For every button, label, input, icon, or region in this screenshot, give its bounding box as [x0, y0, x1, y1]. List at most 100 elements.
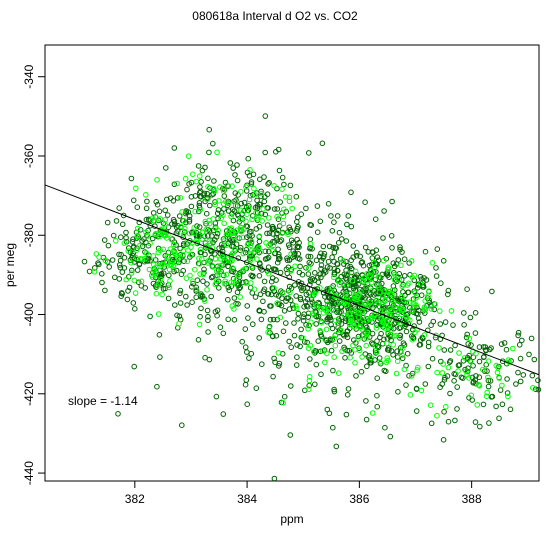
data-point [294, 219, 300, 225]
data-point [390, 260, 397, 267]
data-point [159, 261, 165, 268]
data-point [358, 260, 365, 266]
data-point [216, 270, 223, 276]
data-point [227, 160, 234, 166]
data-point [297, 296, 304, 303]
data-point [520, 372, 527, 378]
data-point [197, 173, 203, 179]
data-point [267, 316, 274, 323]
data-point [460, 375, 466, 381]
data-point [484, 389, 491, 396]
data-point [473, 373, 479, 379]
data-point [160, 246, 166, 253]
data-point [176, 313, 183, 320]
data-point [340, 331, 346, 338]
data-point [363, 342, 370, 349]
data-point [440, 361, 447, 367]
data-point [130, 197, 137, 204]
data-point [499, 382, 505, 389]
data-point [309, 299, 316, 306]
data-point [319, 140, 326, 147]
data-point [242, 344, 249, 351]
data-point [273, 333, 280, 339]
data-point [368, 268, 375, 274]
data-point [428, 322, 434, 329]
data-point [217, 256, 224, 262]
data-point [245, 315, 251, 321]
data-point [440, 437, 447, 443]
data-point [200, 271, 207, 278]
data-point [148, 272, 155, 279]
data-point [488, 345, 494, 351]
data-point [357, 300, 364, 306]
data-point [330, 424, 336, 431]
data-point [235, 192, 241, 198]
data-point [204, 287, 210, 293]
data-point [276, 301, 283, 307]
data-point [293, 193, 300, 200]
data-point [172, 250, 178, 256]
data-point [220, 188, 227, 194]
data-point [250, 273, 256, 279]
data-point [189, 284, 195, 290]
data-point [125, 248, 132, 254]
data-point [220, 330, 227, 337]
data-point [215, 207, 222, 213]
data-point [405, 289, 412, 296]
data-point [230, 230, 236, 237]
data-point [202, 164, 208, 171]
data-point [165, 295, 172, 302]
data-point [409, 307, 415, 314]
data-point [331, 388, 338, 395]
data-point [204, 281, 210, 287]
data-point [260, 298, 266, 305]
data-point [205, 329, 211, 335]
data-point [221, 258, 228, 265]
data-point [243, 184, 249, 190]
data-point [171, 249, 177, 255]
data-point [333, 245, 340, 251]
data-point [307, 356, 313, 362]
data-point [256, 238, 263, 245]
data-point [369, 288, 375, 294]
data-point [496, 375, 503, 381]
data-point [121, 265, 128, 271]
data-point [394, 348, 401, 355]
data-point [329, 325, 336, 332]
data-point [519, 337, 525, 344]
data-point [247, 257, 254, 264]
data-point [288, 268, 294, 274]
data-point [454, 406, 460, 412]
data-point [294, 354, 300, 361]
data-point [169, 256, 176, 263]
data-point [184, 258, 191, 265]
data-point [269, 275, 276, 281]
data-point [184, 186, 190, 193]
data-point [295, 251, 302, 257]
data-point [280, 400, 286, 406]
data-point [271, 206, 278, 212]
data-point [354, 249, 360, 256]
data-point [332, 342, 339, 349]
data-point [405, 311, 411, 317]
data-point [338, 321, 345, 327]
data-point [307, 342, 314, 349]
data-point [513, 381, 519, 387]
data-point [174, 180, 180, 187]
data-point [324, 316, 330, 323]
data-point [391, 271, 398, 278]
data-point [210, 216, 216, 222]
data-point [433, 265, 439, 271]
data-point [109, 257, 116, 263]
data-point [485, 358, 492, 365]
data-point [362, 199, 368, 205]
data-point [380, 235, 386, 241]
data-point [244, 241, 251, 248]
data-point [186, 216, 193, 223]
data-point [389, 297, 395, 304]
data-point [354, 294, 361, 301]
data-point [305, 326, 312, 332]
data-point [374, 392, 380, 399]
data-point [333, 443, 340, 450]
data-point [289, 205, 296, 212]
